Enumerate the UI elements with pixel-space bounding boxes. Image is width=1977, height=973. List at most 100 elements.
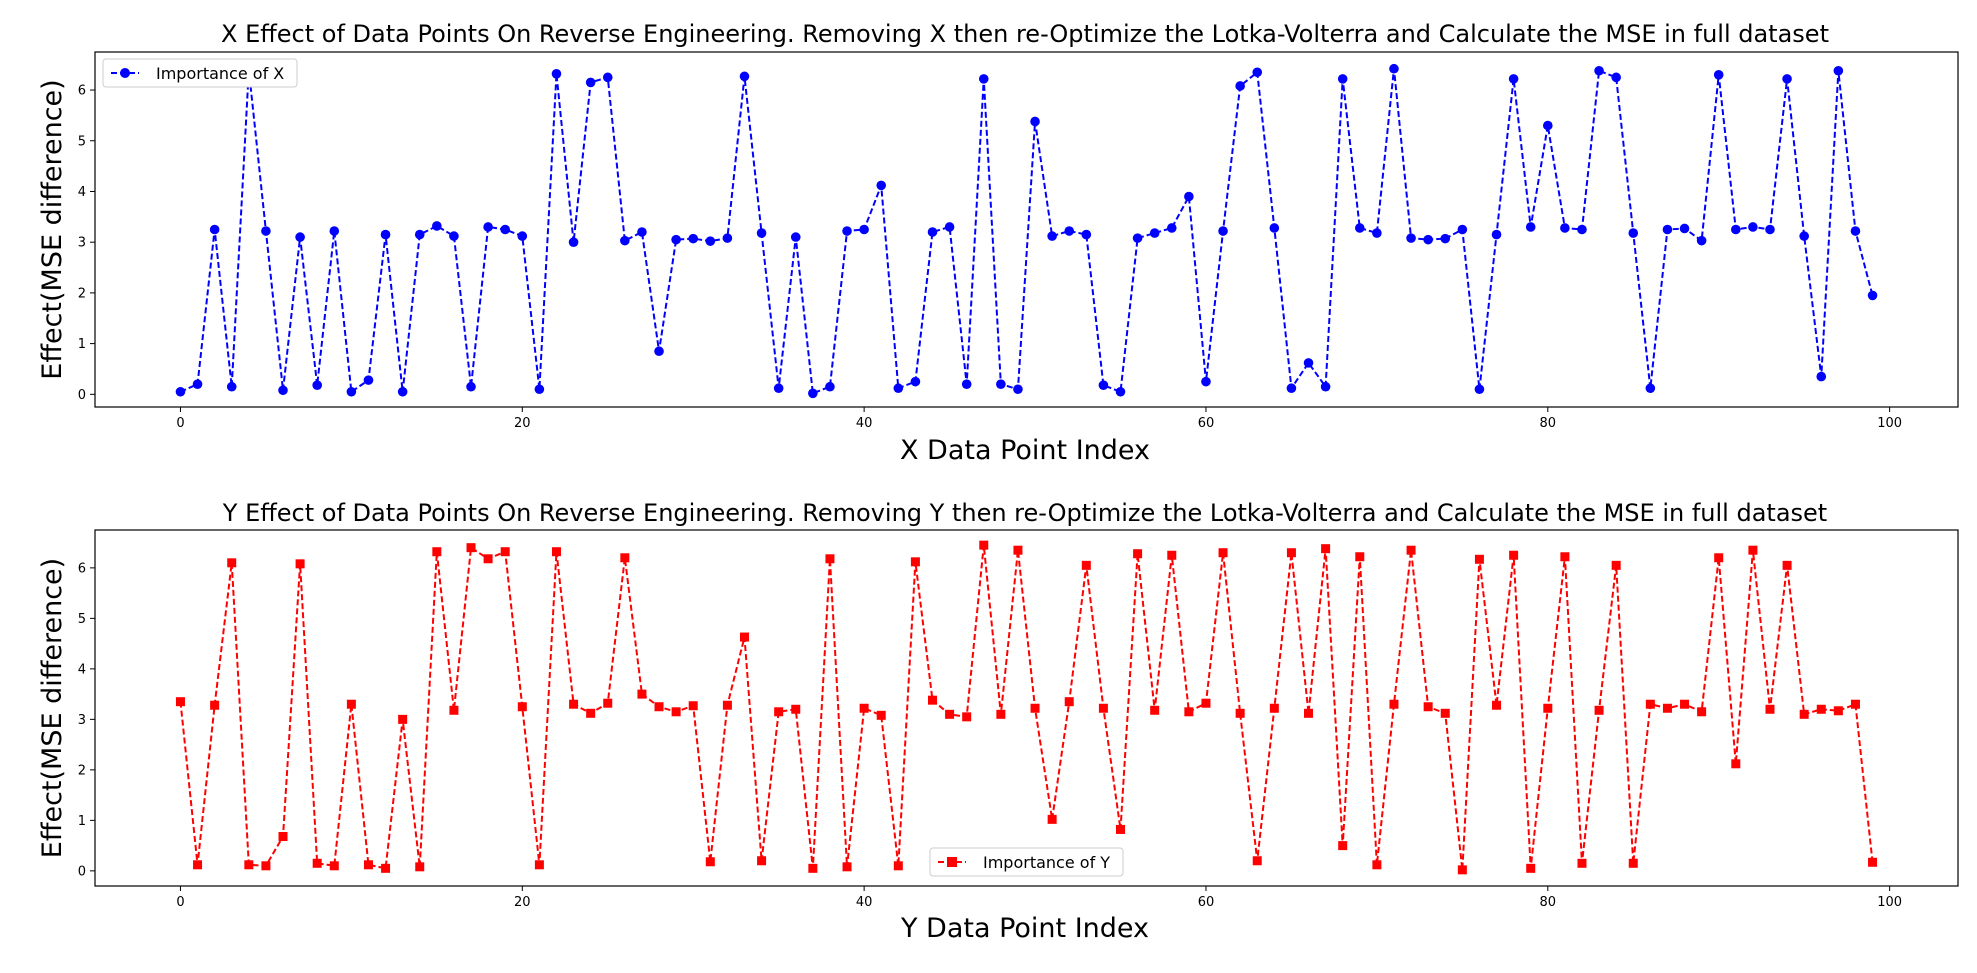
data-point bbox=[500, 224, 511, 235]
data-point bbox=[517, 231, 528, 241]
data-point bbox=[585, 77, 596, 88]
data-point bbox=[1150, 705, 1160, 715]
x-tick-label: 100 bbox=[1877, 416, 1902, 431]
data-point bbox=[381, 863, 391, 873]
data-point bbox=[1321, 544, 1331, 554]
data-point bbox=[1509, 550, 1519, 560]
data-point bbox=[1115, 386, 1126, 397]
data-point bbox=[569, 699, 579, 709]
data-point bbox=[415, 862, 425, 872]
data-point bbox=[1372, 860, 1382, 870]
data-point bbox=[1013, 545, 1023, 555]
data-point bbox=[1047, 814, 1057, 824]
x-tick-label: 60 bbox=[1198, 895, 1215, 910]
plot-layer bbox=[175, 63, 1878, 399]
data-point bbox=[261, 226, 271, 236]
data-point bbox=[739, 632, 749, 642]
data-point bbox=[1782, 74, 1792, 84]
series-line bbox=[180, 68, 1874, 395]
data-point bbox=[791, 704, 801, 714]
data-point bbox=[1406, 545, 1416, 555]
data-point bbox=[1338, 841, 1348, 851]
data-point bbox=[414, 229, 425, 240]
data-point bbox=[1628, 228, 1639, 238]
data-point bbox=[1013, 384, 1023, 395]
data-point bbox=[945, 709, 955, 719]
y-tick-label: 5 bbox=[78, 612, 86, 627]
data-point bbox=[790, 232, 801, 242]
y-axis-label: Effect(MSE difference) bbox=[37, 558, 68, 858]
data-point bbox=[534, 384, 545, 395]
data-point bbox=[1611, 72, 1621, 83]
data-point bbox=[1816, 371, 1827, 382]
data-point bbox=[893, 383, 904, 394]
data-point bbox=[329, 226, 340, 236]
series-line bbox=[179, 545, 1874, 870]
data-point bbox=[1337, 74, 1348, 84]
data-point bbox=[1372, 228, 1382, 238]
y-tick-label: 6 bbox=[78, 561, 86, 576]
data-point bbox=[1713, 70, 1724, 80]
data-point bbox=[312, 380, 322, 390]
data-point bbox=[466, 543, 476, 553]
data-point bbox=[620, 553, 630, 563]
data-point bbox=[927, 227, 938, 237]
data-point bbox=[346, 386, 357, 397]
data-point bbox=[449, 231, 459, 241]
data-point bbox=[1542, 120, 1553, 131]
y-tick-label: 3 bbox=[78, 236, 86, 251]
data-point bbox=[1611, 560, 1621, 570]
x-axis-label: Y Data Point Index bbox=[900, 913, 1149, 944]
data-point bbox=[602, 72, 613, 83]
data-point bbox=[1816, 704, 1826, 714]
data-point bbox=[175, 386, 186, 397]
plot-area bbox=[94, 51, 1959, 408]
data-point bbox=[927, 695, 937, 705]
data-point bbox=[226, 381, 237, 392]
y-tick-label: 2 bbox=[78, 763, 86, 778]
y-axis-label: Effect(MSE difference) bbox=[37, 79, 68, 379]
data-point bbox=[1184, 191, 1194, 202]
legend-label: Importance of X bbox=[156, 64, 284, 83]
data-point bbox=[671, 707, 681, 717]
data-point bbox=[1594, 65, 1604, 76]
data-point bbox=[551, 69, 562, 79]
data-point bbox=[1303, 358, 1314, 368]
data-point bbox=[1714, 553, 1724, 563]
axis-ticks: 0 20 40 60 80 100 0 1 2 3 4 5 6 bbox=[78, 84, 1902, 431]
y-tick-label: 1 bbox=[78, 814, 86, 829]
data-point bbox=[1748, 545, 1758, 555]
data-point bbox=[1252, 856, 1262, 866]
data-point bbox=[398, 714, 408, 724]
data-point bbox=[910, 376, 921, 387]
data-point bbox=[1047, 231, 1057, 241]
data-point bbox=[1389, 699, 1399, 709]
data-point bbox=[1218, 226, 1228, 236]
y-tick-label: 4 bbox=[78, 662, 86, 677]
data-point bbox=[295, 559, 305, 569]
data-point bbox=[722, 233, 733, 243]
data-point bbox=[773, 383, 784, 394]
data-point bbox=[1850, 699, 1860, 709]
axis-ticks: 0 20 40 60 80 100 0 1 2 3 4 5 6 bbox=[78, 561, 1902, 910]
data-point bbox=[346, 699, 356, 709]
data-point bbox=[1081, 229, 1092, 240]
data-point bbox=[1064, 697, 1074, 707]
data-point bbox=[1594, 705, 1604, 715]
data-point bbox=[312, 858, 322, 868]
data-point bbox=[363, 375, 374, 385]
legend-square-marker bbox=[947, 857, 957, 867]
data-point bbox=[688, 701, 698, 711]
legend: Importance of X bbox=[102, 58, 298, 88]
data-point bbox=[534, 860, 544, 870]
data-point bbox=[466, 381, 476, 392]
data-point bbox=[1389, 63, 1399, 74]
legend-circle-marker bbox=[120, 68, 130, 78]
data-point bbox=[1354, 223, 1365, 233]
data-point bbox=[1577, 858, 1587, 868]
data-point bbox=[1782, 560, 1792, 570]
legend-frame bbox=[929, 847, 1124, 877]
data-point bbox=[1440, 233, 1451, 244]
data-point bbox=[193, 860, 203, 870]
data-point bbox=[1167, 550, 1177, 560]
